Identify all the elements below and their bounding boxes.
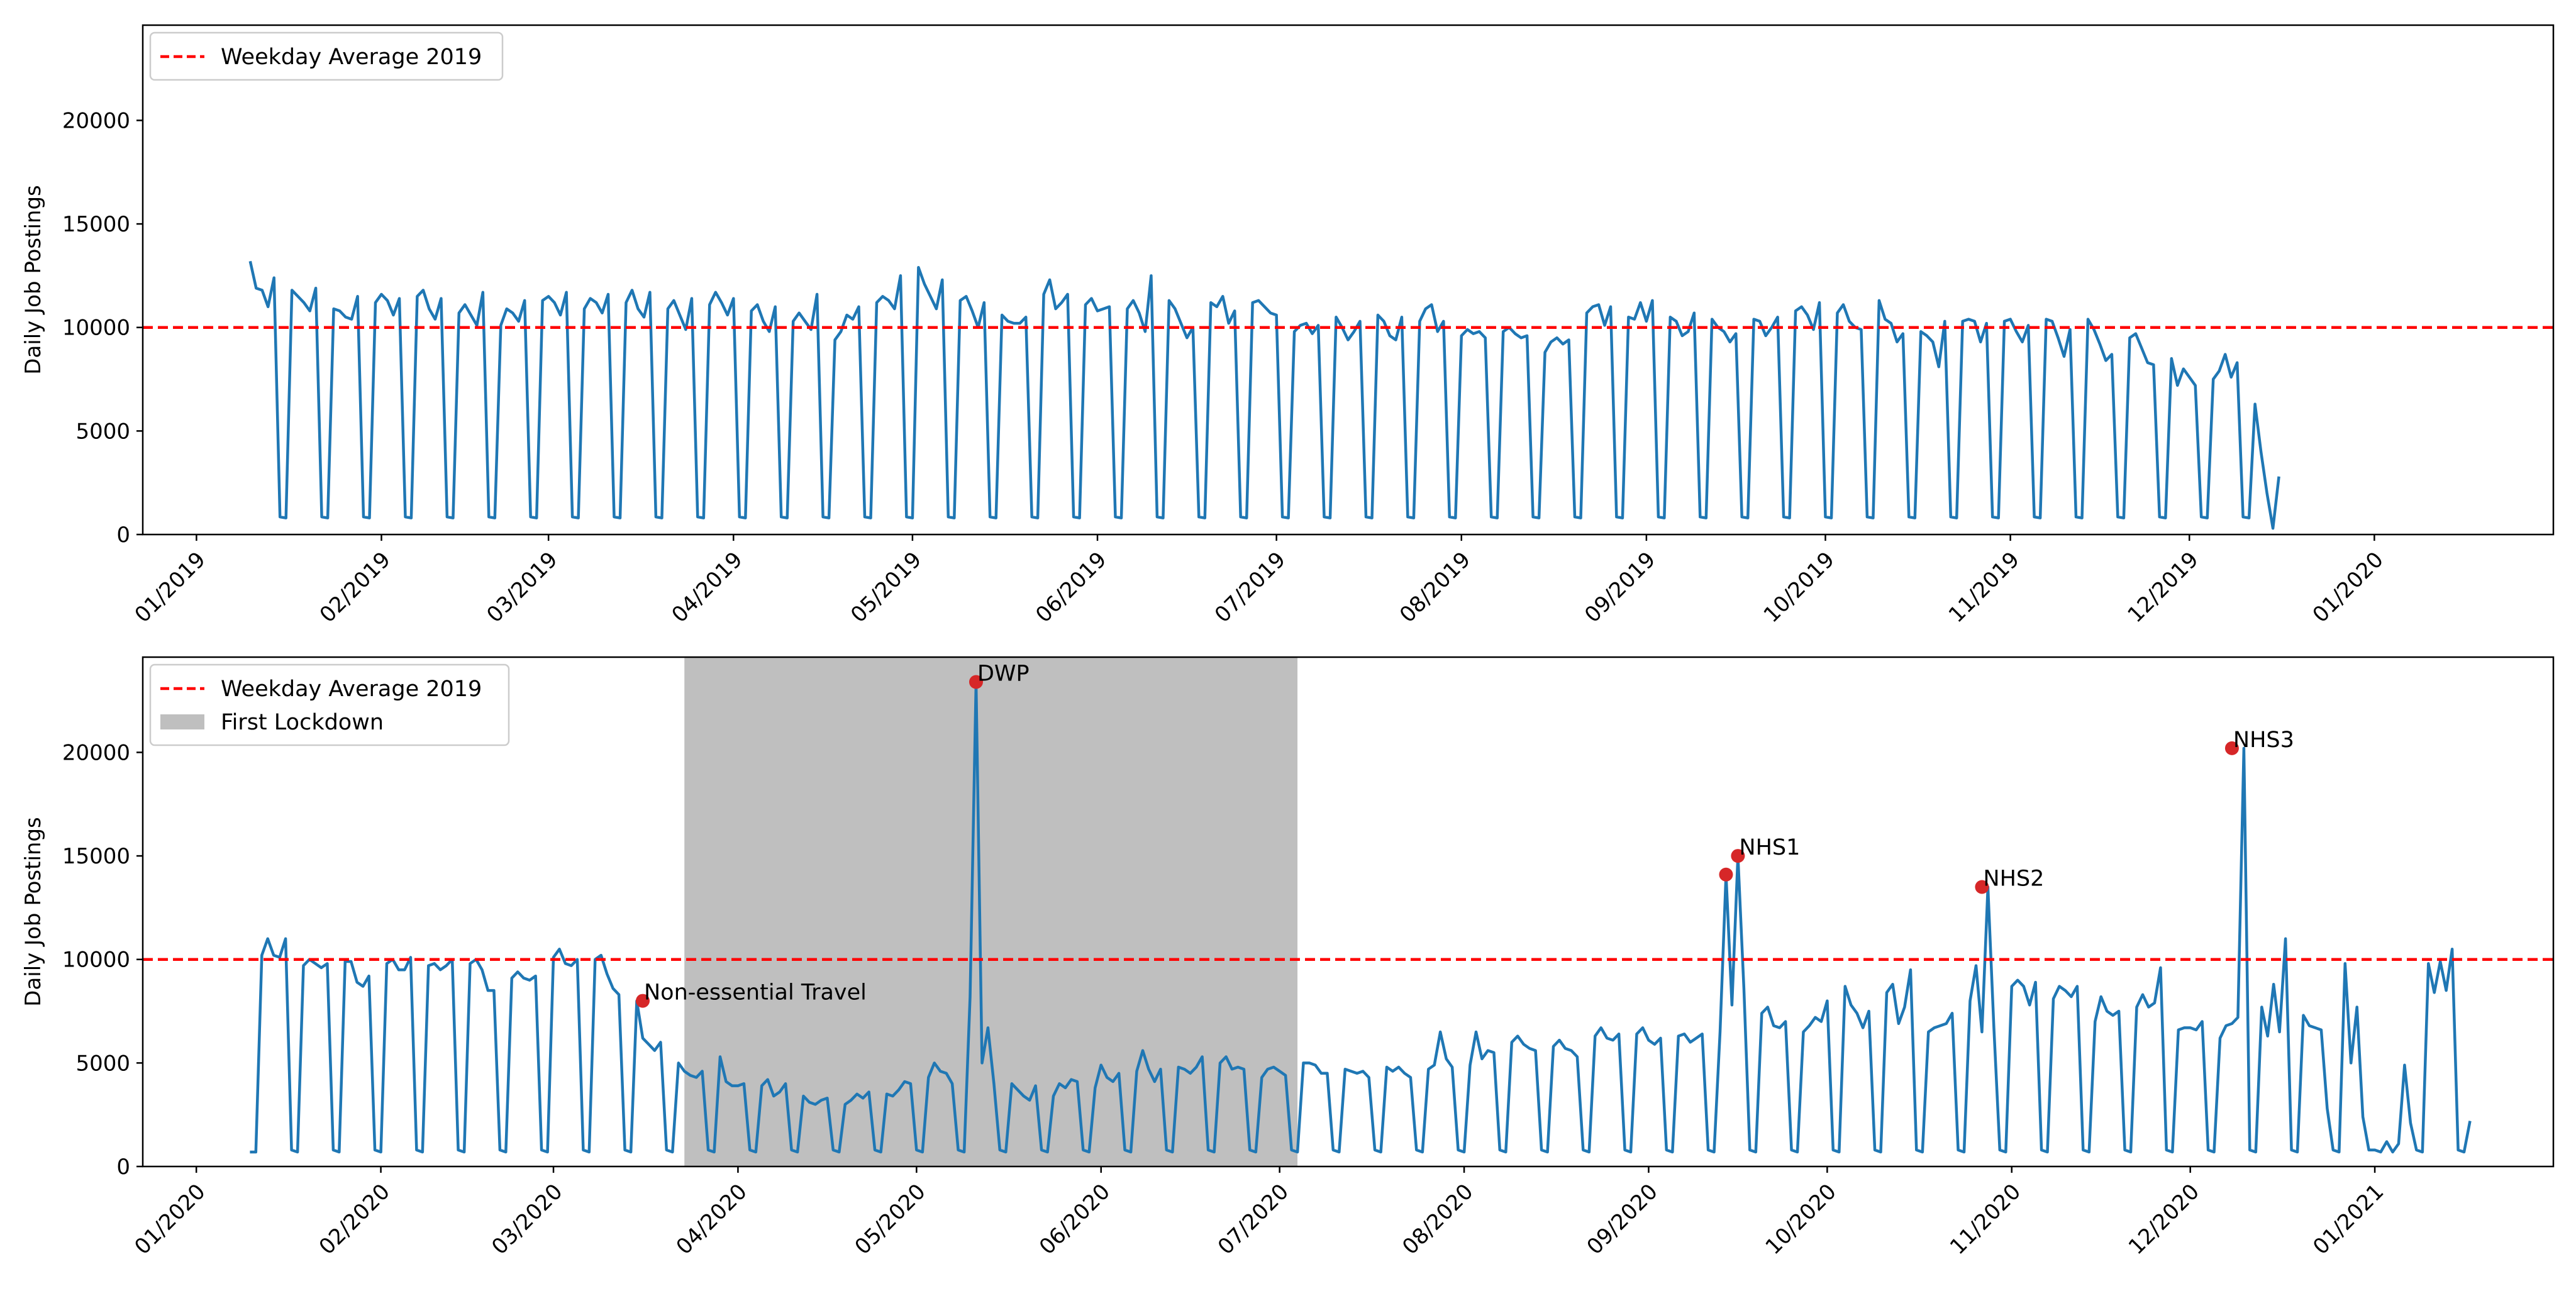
legend-swatch-patch [160, 714, 204, 729]
legend-box [149, 663, 510, 746]
x-tick-label: 01/2019 [130, 547, 211, 628]
axes-frame [142, 24, 2555, 536]
x-tick-label: 05/2020 [850, 1179, 931, 1260]
x-tick-label: 03/2019 [482, 547, 562, 628]
y-tick-label: 5000 [75, 419, 130, 444]
y-tick-label: 20000 [62, 108, 130, 133]
legend-label: First Lockdown [221, 710, 384, 735]
x-tick-label: 10/2020 [1761, 1179, 1841, 1260]
x-tick-label: 02/2020 [314, 1179, 395, 1260]
x-tick-label: 06/2020 [1035, 1179, 1115, 1260]
legend-label: Weekday Average 2019 [221, 677, 482, 702]
x-tick-label: 01/2020 [2308, 547, 2389, 628]
x-tick-label: 07/2019 [1210, 547, 1291, 628]
x-tick-label: 06/2019 [1031, 547, 1111, 628]
chart-panel-1: 0 5000 10000 15000 20000 01/2019 02/2019 03/201… [21, 24, 2555, 628]
x-tick-label: 03/2020 [487, 1179, 567, 1260]
series-line [248, 260, 2280, 530]
x-tick-label: 11/2020 [1945, 1179, 2026, 1260]
legend-label: Weekday Average 2019 [221, 45, 482, 70]
annotation-marker [969, 675, 983, 689]
annotation-marker [1975, 880, 1989, 894]
annotation-marker [635, 994, 650, 1008]
y-tick-label: 10000 [62, 948, 130, 973]
x-tick-label: 05/2019 [846, 547, 926, 628]
axes-frame [142, 656, 2555, 1168]
y-tick-label: 5000 [75, 1051, 130, 1076]
y-axis-label: Daily Job Postings [21, 185, 46, 374]
annotation-marker [1731, 849, 1745, 863]
annotation-label: NHS3 [2233, 728, 2294, 753]
x-tick-label: 07/2020 [1213, 1179, 1294, 1260]
legend-box [149, 31, 504, 81]
x-tick-label: 10/2019 [1759, 547, 1840, 628]
x-tick-label: 11/2019 [1944, 547, 2024, 628]
y-axis-label: Daily Job Postings [21, 817, 46, 1006]
x-tick-label: 09/2019 [1580, 547, 1660, 628]
x-tick-label: 04/2019 [667, 547, 747, 628]
x-tick-label: 02/2019 [315, 547, 396, 628]
x-tick-label: 12/2020 [2124, 1179, 2204, 1260]
x-tick-label: 12/2019 [2123, 547, 2203, 628]
annotation-marker [1719, 867, 1733, 882]
x-tick-label: 09/2020 [1582, 1179, 1663, 1260]
y-tick-label: 15000 [62, 844, 130, 869]
x-tick-label: 01/2021 [2308, 1179, 2389, 1260]
y-tick-label: 0 [116, 1155, 130, 1180]
y-tick-label: 15000 [62, 212, 130, 237]
annotation-label: NHS1 [1739, 835, 1800, 860]
y-tick-label: 10000 [62, 316, 130, 341]
annotation-label: Non-essential Travel [644, 980, 867, 1006]
annotation-label: DWP [977, 662, 1030, 687]
x-tick-label: 08/2020 [1397, 1179, 1478, 1260]
lockdown-span [684, 657, 1298, 1166]
x-tick-label: 01/2020 [130, 1179, 210, 1260]
y-tick-label: 0 [116, 523, 130, 548]
annotation-marker [2224, 741, 2239, 755]
annotation-label: NHS2 [1983, 866, 2044, 891]
x-tick-label: 04/2020 [672, 1179, 752, 1260]
chart-panel-2: Non-essential Travel DWP NHS1 NHS2 NHS3 0 5000… [21, 656, 2555, 1260]
x-tick-label: 08/2019 [1395, 547, 1475, 628]
y-tick-label: 20000 [62, 740, 130, 765]
series-line [250, 680, 2472, 1154]
